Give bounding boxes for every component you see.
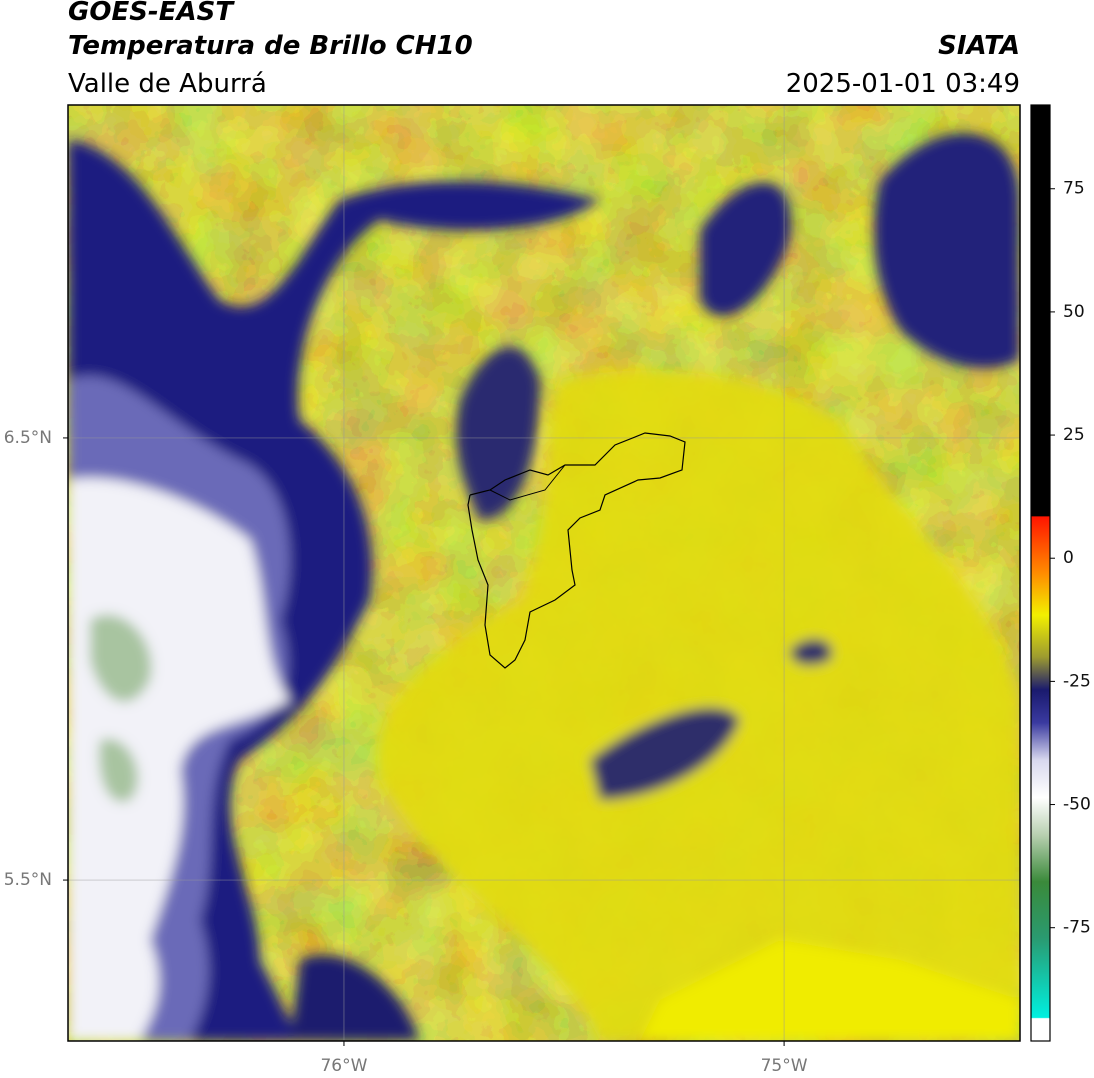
source: SIATA <box>938 31 1020 61</box>
valle-boundary <box>489 464 566 501</box>
colorbar-tick-label: 25 <box>1063 425 1085 445</box>
map-image <box>68 105 1020 1041</box>
colorbar-tick-label: -25 <box>1063 671 1091 691</box>
colorbar-tick-label: -50 <box>1063 795 1091 815</box>
valle-boundary <box>467 432 686 669</box>
colorbar-tick-label: 50 <box>1063 302 1085 322</box>
map-frame <box>67 104 1021 1042</box>
y-tick-label: 6.5°N <box>4 428 52 448</box>
region: Valle de Aburrá <box>68 69 267 99</box>
x-tick-label: 75°W <box>761 1056 808 1076</box>
colorbar-tick-label: 0 <box>1063 548 1074 568</box>
subtitle: Temperatura de Brillo CH10 <box>68 31 473 61</box>
grid-layer <box>68 105 1020 1041</box>
colorbar-tick-label: -75 <box>1063 918 1091 938</box>
x-tick-label: 76°W <box>320 1056 367 1076</box>
y-tick-label: 5.5°N <box>4 870 52 890</box>
title: GOES-EAST <box>68 0 235 27</box>
datetime: 2025-01-01 03:49 <box>786 69 1020 99</box>
colorbar <box>1030 104 1051 1042</box>
colorbar-tick-label: 75 <box>1063 179 1085 199</box>
